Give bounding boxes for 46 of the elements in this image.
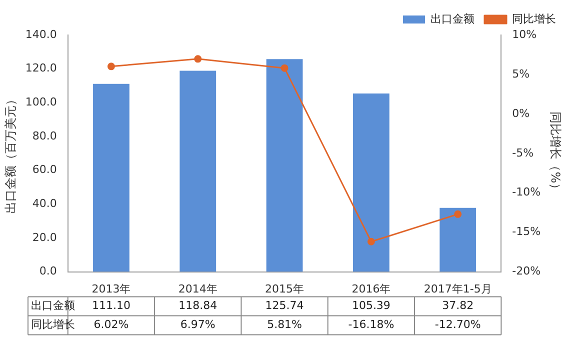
- y2-tick-label: -5%: [512, 146, 534, 160]
- data-label: 111.10: [92, 299, 130, 312]
- y2-tick-label: -10%: [512, 186, 541, 199]
- data-label: 118.84: [178, 299, 218, 312]
- data-label: 37.82: [442, 299, 474, 312]
- data-label: -16.18%: [348, 318, 394, 332]
- y2-tick-label: -15%: [512, 225, 541, 238]
- data-label: -12.70%: [434, 318, 481, 332]
- legend-label: 同比增长: [512, 12, 556, 26]
- y2-tick-label: -20%: [512, 264, 541, 278]
- x-tick-label: 2015年: [265, 282, 304, 296]
- y2-tick-label: 10%: [512, 28, 537, 41]
- legend-label: 出口金额: [430, 12, 474, 26]
- point: [194, 55, 202, 63]
- x-tick-label: 2017年1-5月: [424, 282, 492, 296]
- point: [107, 62, 115, 70]
- data-label: 6.02%: [94, 318, 129, 332]
- text: 同比增长: [31, 318, 75, 332]
- data-label: 5.81%: [267, 318, 302, 332]
- point: [454, 210, 462, 218]
- bar: [266, 59, 303, 272]
- y2-tick-label: 0%: [512, 106, 530, 120]
- bar: [180, 70, 216, 272]
- bar: [352, 94, 390, 272]
- y2-tick-label: 5%: [512, 67, 530, 80]
- y-tick-label: 40.0: [32, 197, 57, 210]
- x-tick-label: 2013年: [92, 282, 131, 296]
- y-tick-label: 100.0: [25, 96, 57, 109]
- y-tick-label: 120.0: [25, 62, 57, 75]
- x-tick-label: 2016年: [352, 282, 391, 296]
- point: [280, 64, 288, 72]
- y-tick-label: 60.0: [32, 163, 57, 176]
- y2-axis-title: 同比增长（%）: [548, 112, 563, 196]
- y-tick-label: 0.0: [39, 264, 57, 278]
- y-axis-title: 出口金额（百万美元）: [3, 93, 18, 214]
- data-label: 105.39: [352, 299, 390, 312]
- y-tick-label: 80.0: [32, 129, 57, 142]
- y-tick-label: 140.0: [25, 28, 57, 41]
- bar: [440, 208, 476, 272]
- text: 出口金额: [31, 299, 75, 312]
- point: [367, 238, 375, 246]
- data-label: 6.97%: [180, 318, 216, 332]
- x-tick-label: 2014年: [178, 282, 218, 296]
- data-label: 125.74: [265, 299, 304, 312]
- bar: [93, 84, 130, 272]
- y-tick-label: 20.0: [32, 230, 57, 244]
